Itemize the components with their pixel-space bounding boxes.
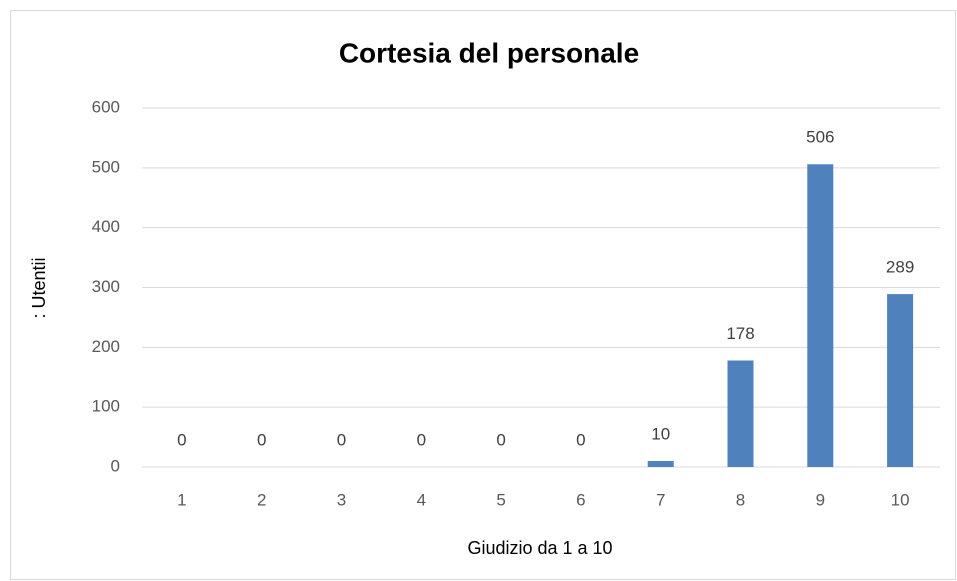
bar bbox=[887, 294, 914, 467]
data-label: 0 bbox=[496, 430, 505, 449]
x-tick-label: 8 bbox=[736, 490, 745, 509]
x-tick-label: 4 bbox=[417, 490, 426, 509]
x-tick-label: 9 bbox=[816, 490, 825, 509]
bar bbox=[727, 360, 754, 467]
x-tick-label: 2 bbox=[257, 490, 266, 509]
data-label: 506 bbox=[806, 128, 834, 147]
y-tick-label: 400 bbox=[92, 217, 120, 236]
chart-title: Cortesia del personale bbox=[339, 37, 639, 68]
data-label: 0 bbox=[177, 430, 186, 449]
y-axis-title: : Utentii bbox=[29, 257, 49, 318]
y-tick-label: 200 bbox=[92, 337, 120, 356]
x-tick-label: 6 bbox=[576, 490, 585, 509]
data-label: 10 bbox=[651, 425, 670, 444]
bar bbox=[807, 164, 834, 467]
chart-border bbox=[10, 10, 956, 580]
data-label: 289 bbox=[886, 258, 914, 277]
y-tick-label: 600 bbox=[92, 97, 120, 116]
y-tick-label: 100 bbox=[92, 397, 120, 416]
x-tick-label: 7 bbox=[656, 490, 665, 509]
x-tick-label: 3 bbox=[337, 490, 346, 509]
data-label: 0 bbox=[337, 430, 346, 449]
bar bbox=[647, 461, 674, 467]
data-label: 0 bbox=[417, 430, 426, 449]
x-tick-label: 1 bbox=[177, 490, 186, 509]
data-label: 0 bbox=[257, 430, 266, 449]
x-axis-title: Giudizio da 1 a 10 bbox=[467, 538, 612, 558]
y-tick-label: 500 bbox=[92, 157, 120, 176]
data-label: 0 bbox=[576, 430, 585, 449]
y-tick-label: 0 bbox=[111, 456, 120, 475]
x-tick-label: 5 bbox=[496, 490, 505, 509]
x-tick-label: 10 bbox=[891, 490, 910, 509]
y-tick-label: 300 bbox=[92, 277, 120, 296]
data-label: 178 bbox=[726, 324, 754, 343]
